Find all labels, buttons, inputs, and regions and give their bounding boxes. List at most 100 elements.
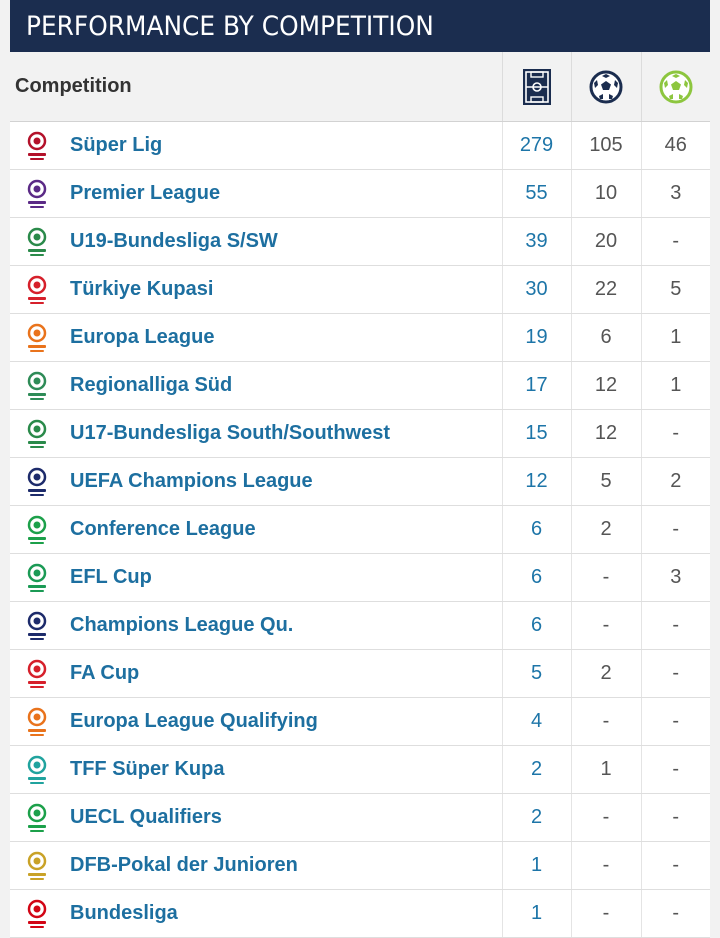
- table-row: Champions League Qu. 6- -: [10, 601, 710, 650]
- appearances-cell[interactable]: 1: [502, 889, 572, 938]
- assists-cell: -: [641, 217, 710, 266]
- assists-cell: -: [641, 649, 710, 698]
- competition-cell: U19-Bundesliga S/SW: [10, 217, 503, 266]
- goals-cell: 2: [571, 649, 642, 698]
- competition-cell: Europa League Qualifying: [10, 697, 503, 746]
- competition-logo-icon[interactable]: [20, 273, 54, 307]
- appearances-cell[interactable]: 19: [502, 313, 572, 362]
- competition-logo-icon[interactable]: [20, 369, 54, 403]
- competition-name-link[interactable]: UECL Qualifiers: [70, 806, 222, 828]
- competition-cell-content: DFB-Pokal der Junioren: [10, 842, 502, 889]
- appearances-cell[interactable]: 55: [502, 169, 572, 218]
- competition-name-link[interactable]: DFB-Pokal der Junioren: [70, 854, 298, 876]
- assists-cell: 46: [641, 121, 710, 170]
- competition-name-link[interactable]: Süper Lig: [70, 134, 163, 156]
- competition-name-link[interactable]: Premier League: [70, 182, 221, 204]
- competition-cell: Conference League: [10, 505, 503, 554]
- appearances-cell[interactable]: 30: [502, 265, 572, 314]
- competition-cell: Türkiye Kupasi: [10, 265, 503, 314]
- competition-name-link[interactable]: Conference League: [70, 518, 256, 540]
- table-row: Süper Lig 279 105 46: [10, 121, 710, 170]
- assists-cell: 1: [641, 361, 710, 410]
- competition-cell-content: U17-Bundesliga South/Southwest: [10, 410, 502, 457]
- competition-logo-icon[interactable]: [20, 897, 54, 931]
- competition-logo-icon[interactable]: [20, 465, 54, 499]
- competition-logo-icon[interactable]: [20, 609, 54, 643]
- appearances-cell[interactable]: 2: [502, 793, 572, 842]
- competition-logo-icon[interactable]: [20, 321, 54, 355]
- competition-name-link[interactable]: Europa League Qualifying: [70, 710, 318, 732]
- competition-cell-content: TFF Süper Kupa: [10, 746, 502, 793]
- competition-cell-content: Regionalliga Süd: [10, 362, 502, 409]
- competition-name-link[interactable]: U17-Bundesliga South/Southwest: [70, 422, 391, 444]
- goals-cell: 22: [571, 265, 642, 314]
- goals-cell: -: [571, 793, 642, 842]
- goals-cell: -: [571, 889, 642, 938]
- ball-icon: [572, 70, 641, 104]
- table-row: U19-Bundesliga S/SW 39 20-: [10, 217, 710, 266]
- competition-cell: Europa League: [10, 313, 503, 362]
- appearances-cell[interactable]: 39: [502, 217, 572, 266]
- competition-cell: Regionalliga Süd: [10, 361, 503, 410]
- assists-cell: 3: [641, 553, 710, 602]
- competition-logo-icon[interactable]: [20, 657, 54, 691]
- appearances-cell[interactable]: 6: [502, 601, 572, 650]
- competition-cell-content: EFL Cup: [10, 554, 502, 601]
- competition-cell: Champions League Qu.: [10, 601, 503, 650]
- appearances-cell[interactable]: 4: [502, 697, 572, 746]
- competition-name-link[interactable]: EFL Cup: [70, 566, 152, 588]
- appearances-cell[interactable]: 17: [502, 361, 572, 410]
- competition-logo-icon[interactable]: [20, 801, 54, 835]
- assists-cell: -: [641, 409, 710, 458]
- competition-name-link[interactable]: Europa League: [70, 326, 215, 348]
- appearances-cell[interactable]: 2: [502, 745, 572, 794]
- competition-column-header[interactable]: Competition: [10, 52, 503, 122]
- table-row: Bundesliga 1- -: [10, 889, 710, 938]
- competition-cell: Premier League: [10, 169, 503, 218]
- appearances-cell[interactable]: 12: [502, 457, 572, 506]
- competition-name-link[interactable]: Champions League Qu.: [70, 614, 294, 636]
- competition-logo-icon[interactable]: [20, 513, 54, 547]
- goals-cell: -: [571, 697, 642, 746]
- competition-cell: Süper Lig: [10, 121, 503, 170]
- table-row: Regionalliga Süd 17 12 1: [10, 361, 710, 410]
- competition-logo-icon[interactable]: [20, 849, 54, 883]
- competition-logo-icon[interactable]: [20, 705, 54, 739]
- competition-logo-icon[interactable]: [20, 225, 54, 259]
- competition-logo-icon[interactable]: [20, 417, 54, 451]
- table-row: Türkiye Kupasi 30 22 5: [10, 265, 710, 314]
- assists-cell: -: [641, 505, 710, 554]
- competition-name-link[interactable]: U19-Bundesliga S/SW: [70, 230, 278, 252]
- competition-logo-icon[interactable]: [20, 129, 54, 163]
- appearances-cell[interactable]: 6: [502, 505, 572, 554]
- competition-name-link[interactable]: Türkiye Kupasi: [70, 278, 214, 300]
- appearances-cell[interactable]: 15: [502, 409, 572, 458]
- assists-column-header[interactable]: [641, 52, 710, 122]
- competition-cell-content: Conference League: [10, 506, 502, 553]
- competition-cell: UECL Qualifiers: [10, 793, 503, 842]
- goals-cell: 2: [571, 505, 642, 554]
- competition-name-link[interactable]: FA Cup: [70, 662, 140, 684]
- competition-cell-content: Bundesliga: [10, 890, 502, 937]
- appearances-column-header[interactable]: [502, 52, 572, 122]
- appearances-cell[interactable]: 6: [502, 553, 572, 602]
- competition-name-link[interactable]: Bundesliga: [70, 902, 178, 924]
- table-row: UEFA Champions League 12 5 2: [10, 457, 710, 506]
- appearances-cell[interactable]: 5: [502, 649, 572, 698]
- appearances-cell[interactable]: 279: [502, 121, 572, 170]
- competition-logo-icon[interactable]: [20, 561, 54, 595]
- competition-name-link[interactable]: Regionalliga Süd: [70, 374, 233, 396]
- competition-name-link[interactable]: UEFA Champions League: [70, 470, 313, 492]
- goals-cell: 20: [571, 217, 642, 266]
- goals-cell: 12: [571, 361, 642, 410]
- competition-name-link[interactable]: TFF Süper Kupa: [70, 758, 225, 780]
- appearances-cell[interactable]: 1: [502, 841, 572, 890]
- table-header-row: Competition: [10, 52, 710, 122]
- competition-cell-content: Europa League Qualifying: [10, 698, 502, 745]
- competition-cell: UEFA Champions League: [10, 457, 503, 506]
- competition-logo-icon[interactable]: [20, 753, 54, 787]
- competition-logo-icon[interactable]: [20, 177, 54, 211]
- goals-column-header[interactable]: [571, 52, 642, 122]
- goals-cell: -: [571, 841, 642, 890]
